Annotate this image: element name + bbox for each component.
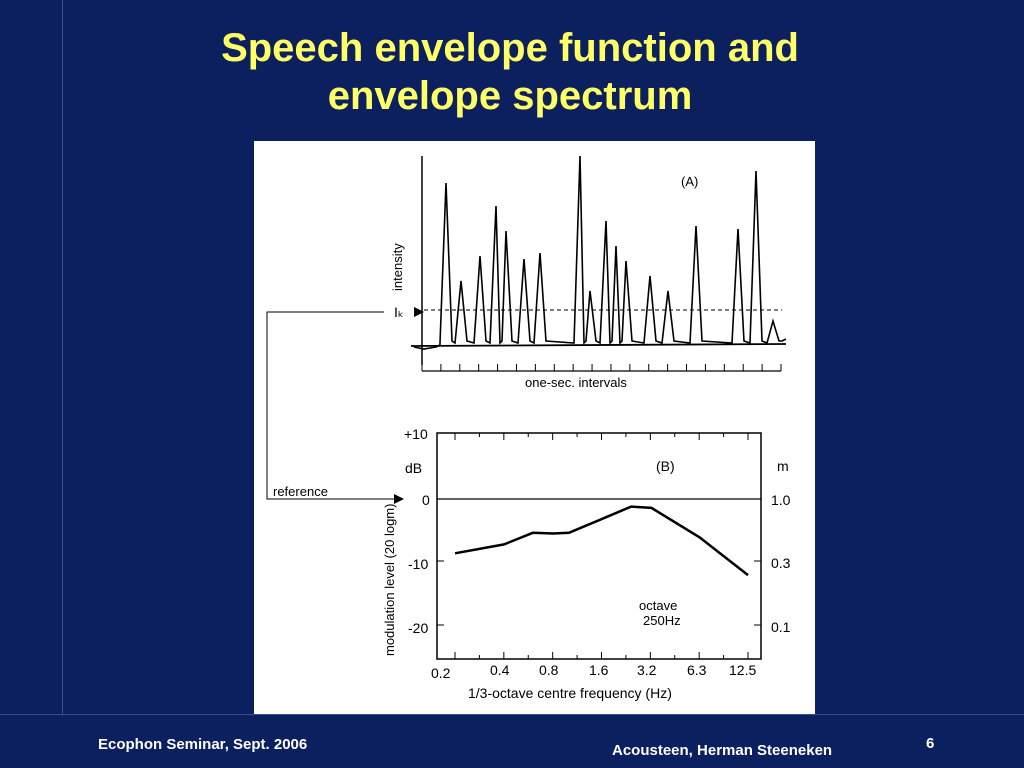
panel-b-xlabel: 1/3-octave centre frequency (Hz) <box>468 685 672 701</box>
right-tick-03: 0.3 <box>771 555 791 571</box>
x-tick-label-4: 3.2 <box>637 662 657 678</box>
panel-b-ticks <box>437 432 761 659</box>
envelope-line <box>413 155 787 350</box>
panel-a-tag: (A) <box>681 174 698 189</box>
right-unit: m <box>777 458 789 474</box>
left-tick-minus10: -10 <box>408 556 428 572</box>
figure-svg: (A) intensity Iₖ one-sec. intervals refe… <box>266 155 791 701</box>
title-line-2: envelope spectrum <box>327 74 693 118</box>
threshold-arrow <box>414 307 424 317</box>
reference-arrow <box>394 494 404 504</box>
left-tick-plus10: +10 <box>404 426 428 442</box>
x-tick-label-1: 0.4 <box>490 662 510 678</box>
annotation-250hz: 250Hz <box>643 613 681 628</box>
page-number: 6 <box>926 735 935 752</box>
title-line-1: Speech envelope function and <box>221 26 799 70</box>
envelope-trace <box>413 155 787 350</box>
x-tick-label-5: 6.3 <box>687 662 707 678</box>
baseline <box>410 343 787 347</box>
figure: (A) intensity Iₖ one-sec. intervals refe… <box>254 141 815 714</box>
panel-a: (A) intensity Iₖ one-sec. intervals <box>390 155 787 390</box>
footer-center: Acousteen, Herman Steeneken <box>612 742 833 759</box>
reference-label: reference <box>273 484 328 499</box>
right-tick-01: 0.1 <box>771 619 791 635</box>
footer-left: Ecophon Seminar, Sept. 2006 <box>98 736 308 753</box>
panel-b: +10 0 -10 -20 dB m 1.0 0.3 0.1 (B) modul… <box>382 426 791 701</box>
right-tick-1: 1.0 <box>771 492 791 508</box>
panel-b-frame <box>436 432 762 660</box>
footer-divider <box>0 714 1024 715</box>
slide-title: Speech envelope function and envelope sp… <box>130 24 890 120</box>
panel-b-ylabel: modulation level (20 logm) <box>382 504 397 656</box>
annotation-octave: octave <box>639 598 677 613</box>
x-tick-label-3: 1.6 <box>589 662 609 678</box>
panel-a-ylabel: intensity <box>390 243 405 291</box>
x-tick-label-6: 12.5 <box>729 662 756 678</box>
left-tick-0: 0 <box>422 492 430 508</box>
reference-connector: reference <box>266 311 404 504</box>
left-tick-minus20: -20 <box>408 620 428 636</box>
left-unit: dB <box>405 460 422 476</box>
panel-a-xlabel: one-sec. intervals <box>525 375 627 390</box>
threshold-label: Iₖ <box>394 304 404 320</box>
x-tick-label-2: 0.8 <box>539 662 559 678</box>
x-tick-label-0: 0.2 <box>431 665 451 681</box>
vertical-divider <box>62 0 63 714</box>
modulation-curve <box>454 505 749 577</box>
panel-b-tag: (B) <box>656 458 675 474</box>
reference-line <box>266 311 396 500</box>
interval-axis <box>421 364 782 372</box>
